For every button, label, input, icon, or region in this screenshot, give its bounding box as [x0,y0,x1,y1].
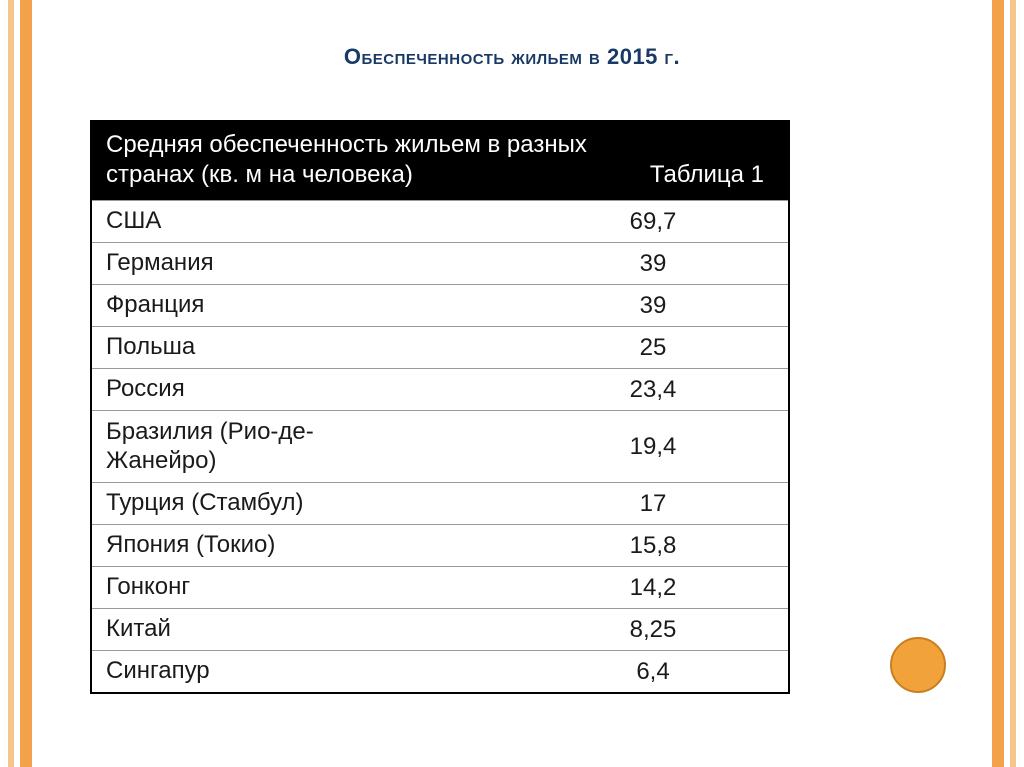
decor-stripe-inner-right [992,0,1004,767]
cell-country: Япония (Токио) [92,531,528,559]
cell-country: Турция (Стамбул) [92,489,528,517]
cell-country: США [92,207,528,235]
table-header: Средняя обеспеченность жильем в разных с… [92,122,788,200]
housing-table: Средняя обеспеченность жильем в разных с… [90,120,790,694]
cell-value: 8,25 [528,616,788,644]
table-header-line2-right: Таблица 1 [650,160,774,190]
cell-value: 69,7 [528,208,788,236]
table-row: Япония (Токио)15,8 [92,524,788,566]
table-row: Турция (Стамбул)17 [92,482,788,524]
table-row: Сингапур6,4 [92,650,788,692]
cell-value: 39 [528,292,788,320]
cell-country: Китай [92,615,528,643]
cell-value: 25 [528,334,788,362]
cell-country: Сингапур [92,657,528,685]
decor-stripe-outer-right [1010,0,1016,767]
table-row: США69,7 [92,200,788,242]
cell-value: 15,8 [528,532,788,560]
cell-value: 19,4 [528,433,788,461]
cell-country: Польша [92,333,528,361]
cell-country: Франция [92,291,528,319]
cell-country: Бразилия (Рио-де-Жанейро) [92,418,528,475]
cell-value: 6,4 [528,658,788,686]
cell-value: 17 [528,490,788,518]
cell-value: 39 [528,250,788,278]
cell-value: 14,2 [528,574,788,602]
table-row: Гонконг14,2 [92,566,788,608]
cell-country: Германия [92,249,528,277]
table-row: Китай8,25 [92,608,788,650]
cell-value: 23,4 [528,376,788,404]
cell-country: Гонконг [92,573,528,601]
table-row: Бразилия (Рио-де-Жанейро)19,4 [92,410,788,482]
accent-circle-icon [890,637,946,693]
slide-title: Обеспеченность жильем в 2015 г. [0,44,1024,70]
table-row: Польша25 [92,326,788,368]
table-row: Россия23,4 [92,368,788,410]
table-body: США69,7Германия39Франция39Польша25Россия… [92,200,788,692]
decor-stripe-outer-left [8,0,14,767]
decor-stripe-inner-left [20,0,32,767]
table-header-line1: Средняя обеспеченность жильем в разных [106,130,774,160]
table-row: Германия39 [92,242,788,284]
cell-country: Россия [92,375,528,403]
table-header-line2-left: странах (кв. м на человека) [106,160,650,190]
table-row: Франция39 [92,284,788,326]
